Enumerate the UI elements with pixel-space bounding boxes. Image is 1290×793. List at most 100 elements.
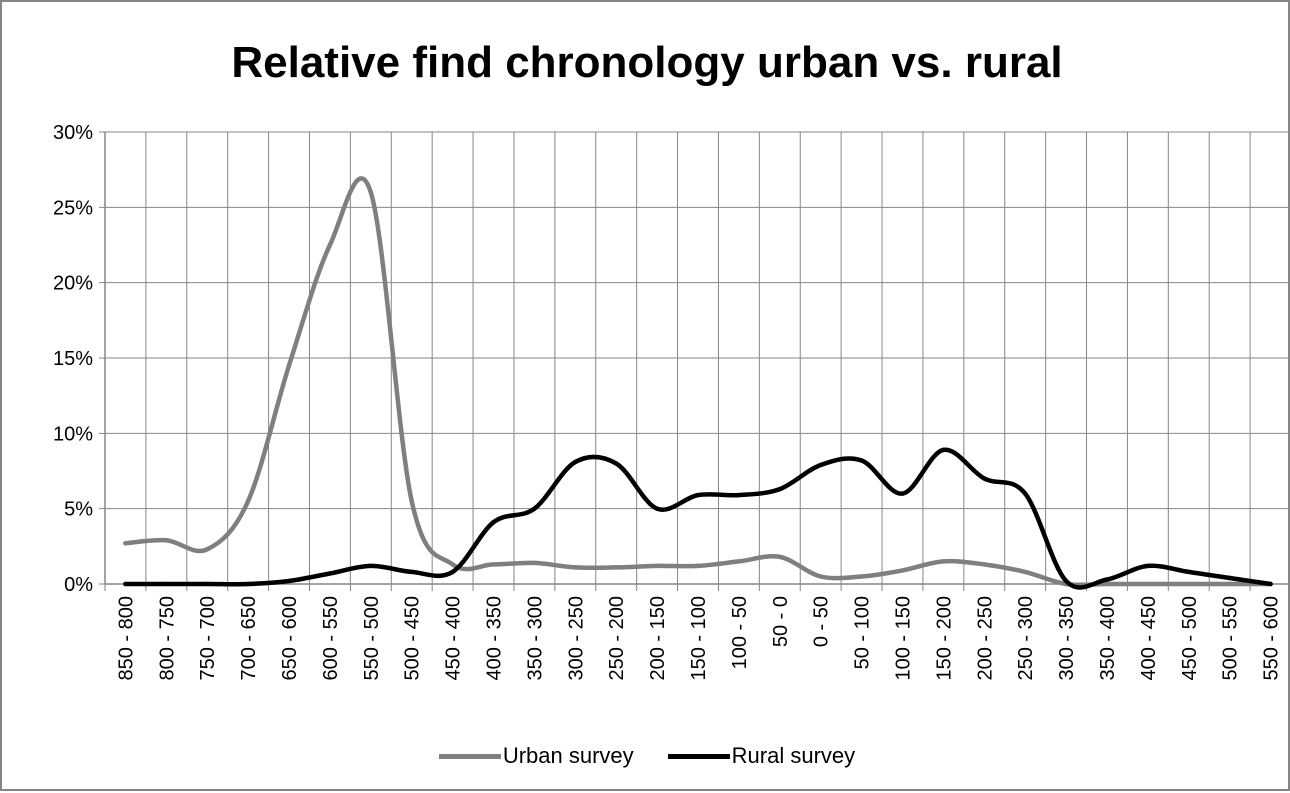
legend: Urban survey Rural survey	[2, 738, 1290, 774]
data-point-urban-survey	[982, 562, 987, 567]
data-point-rural-survey	[286, 578, 292, 584]
x-tick-label: 200 - 250	[974, 596, 996, 681]
series-layer	[123, 176, 1273, 590]
y-tick-label: 20%	[53, 273, 93, 295]
x-tick-label: 400 - 350	[484, 596, 506, 681]
data-point-urban-survey	[1022, 569, 1028, 575]
legend-item-urban: Urban survey	[438, 743, 634, 769]
data-point-urban-survey	[205, 547, 210, 552]
x-tick-label: 200 - 150	[647, 596, 669, 681]
data-point-rural-survey	[1145, 563, 1151, 569]
x-tick-label: 500 - 450	[402, 596, 424, 681]
data-point-urban-survey	[859, 574, 864, 579]
y-tick-label: 30%	[53, 122, 93, 144]
data-point-urban-survey	[123, 541, 128, 546]
x-tick-label: 250 - 200	[606, 596, 628, 681]
x-tick-label: 450 - 500	[1179, 596, 1201, 681]
data-point-rural-survey	[491, 520, 496, 525]
label-layer: 0% 5% 10% 15% 20% 25% 30% 850 - 800 800 - 750 750…	[53, 122, 1283, 681]
data-point-rural-survey	[409, 569, 414, 575]
legend-label-rural: Rural survey	[731, 743, 856, 768]
data-point-urban-survey	[368, 190, 374, 195]
x-tick-label: 300 - 250	[565, 596, 587, 681]
data-point-rural-survey	[1104, 577, 1110, 582]
data-point-rural-survey	[123, 581, 128, 587]
data-point-rural-survey	[1022, 491, 1028, 496]
x-tick-label: 850 - 800	[115, 596, 137, 681]
y-tick-label: 5%	[64, 499, 93, 521]
y-tick-label: 15%	[53, 348, 93, 370]
x-tick-label: 250 - 300	[1015, 596, 1037, 681]
data-point-rural-survey	[1268, 581, 1273, 587]
x-tick-label: 750 - 700	[197, 596, 219, 681]
x-tick-label: 100 - 50	[729, 596, 751, 669]
data-point-urban-survey	[1104, 581, 1110, 587]
legend-swatch-urban	[438, 753, 501, 759]
x-tick-label: 150 - 200	[933, 596, 955, 681]
x-tick-label: 400 - 450	[1138, 596, 1160, 681]
data-point-rural-survey	[327, 571, 333, 576]
legend-item-rural: Rural survey	[667, 743, 856, 769]
data-point-rural-survey	[1186, 569, 1191, 575]
data-point-rural-survey	[164, 581, 169, 587]
data-point-urban-survey	[1227, 581, 1232, 587]
data-point-rural-survey	[941, 447, 946, 453]
x-tick-label: 650 - 600	[279, 596, 301, 681]
data-point-urban-survey	[1145, 581, 1151, 587]
data-point-urban-survey	[695, 563, 701, 569]
data-point-rural-survey	[900, 491, 905, 496]
data-point-rural-survey	[818, 462, 823, 468]
data-point-rural-survey	[654, 506, 660, 511]
grid-layer	[99, 131, 1290, 585]
y-tick-label: 10%	[53, 423, 93, 445]
x-tick-label: 450 - 400	[443, 596, 465, 681]
data-point-rural-survey	[245, 581, 251, 587]
y-tick-label: 0%	[64, 574, 93, 596]
data-point-rural-survey	[450, 569, 455, 575]
data-point-rural-survey	[1063, 578, 1069, 584]
legend-label-urban: Urban survey	[502, 743, 634, 768]
series-line-urban-survey	[123, 176, 1273, 588]
x-tick-label: 800 - 750	[156, 596, 178, 681]
data-point-rural-survey	[695, 492, 701, 498]
data-point-urban-survey	[777, 554, 782, 560]
axis-layer	[104, 132, 1290, 591]
data-point-urban-survey	[164, 538, 169, 543]
data-point-urban-survey	[736, 559, 742, 564]
chart-title: Relative find chronology urban vs. rural	[231, 38, 1063, 87]
data-point-urban-survey	[450, 562, 455, 567]
x-tick-label: 350 - 400	[1097, 596, 1119, 681]
data-point-urban-survey	[245, 498, 251, 504]
x-tick-label: 100 - 150	[892, 596, 914, 681]
x-tick-label: 550 - 600	[1261, 596, 1283, 681]
data-point-rural-survey	[532, 506, 537, 511]
x-tick-label: 600 - 550	[320, 596, 342, 681]
x-tick-label: 150 - 100	[688, 596, 710, 681]
data-point-urban-survey	[286, 363, 292, 368]
data-point-urban-survey	[409, 498, 414, 504]
data-point-urban-survey	[900, 568, 905, 573]
x-tick-label: 350 - 300	[524, 596, 546, 681]
data-point-urban-survey	[614, 565, 619, 570]
data-point-rural-survey	[205, 581, 210, 587]
data-point-rural-survey	[982, 476, 987, 481]
data-point-rural-survey	[736, 492, 742, 498]
data-point-urban-survey	[532, 560, 537, 566]
data-point-rural-survey	[1227, 575, 1232, 581]
y-tick-label: 25%	[53, 197, 93, 219]
data-point-urban-survey	[654, 563, 660, 569]
x-tick-label: 300 - 350	[1056, 596, 1078, 681]
x-tick-label: 0 - 50	[811, 596, 833, 647]
x-tick-label: 550 - 500	[361, 596, 383, 681]
data-point-rural-survey	[573, 459, 578, 465]
data-point-urban-survey	[327, 242, 333, 248]
x-tick-label: 700 - 650	[238, 596, 260, 681]
data-point-urban-survey	[573, 565, 578, 570]
data-point-urban-survey	[818, 574, 823, 579]
data-point-rural-survey	[859, 458, 864, 463]
data-point-rural-survey	[777, 486, 782, 492]
data-point-urban-survey	[491, 562, 496, 567]
data-point-urban-survey	[1186, 581, 1191, 587]
